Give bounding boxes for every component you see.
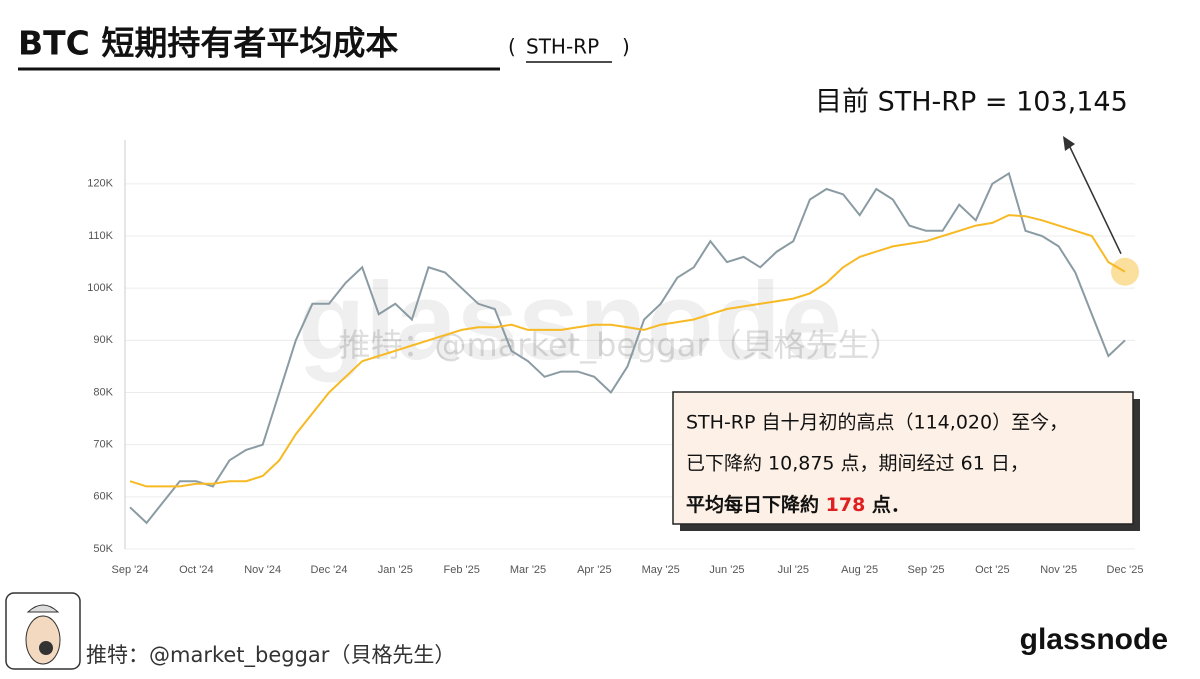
paren: ) [622,35,630,59]
paren: ( [508,35,516,59]
footer-credit: 推特：@market_beggar（貝格先生） [86,643,455,668]
x-tick-label: Feb '25 [443,564,479,576]
x-tick-label: Aug '25 [841,564,878,576]
chart-subtitle: STH-RP [526,35,599,59]
x-tick-label: Dec '25 [1107,564,1144,576]
mascot-body [25,615,61,665]
footer-brand: glassnode [1020,623,1168,656]
arrow-head [1063,136,1075,151]
mascot-hat [26,604,60,613]
x-tick-label: Jan '25 [378,564,413,576]
series-line [129,214,1126,488]
x-tick-label: Jun '25 [709,564,744,576]
y-tick-label: 60K [93,491,113,503]
x-tick-label: Apr '25 [577,564,612,576]
chart-title: BTC 短期持有者平均成本 [18,24,398,63]
current-annotation: 目前 STH-RP = 103,145 [815,87,1128,118]
x-tick-label: Sep '25 [908,564,945,576]
arrow-line [1067,142,1122,255]
y-tick-label: 80K [93,386,113,398]
callout-text: STH-RP 自十月初的高点（114,020）至今， [686,412,1068,434]
y-tick-label: 90K [93,334,113,346]
mascot [5,592,81,670]
x-tick-label: Mar '25 [510,564,546,576]
watermark: glassnode [298,260,842,383]
x-tick-label: May '25 [642,564,680,576]
plot: 50K 60K 70K 80K 90K 100K 110K 120K Sep '24 Oct '2… [87,140,1143,576]
x-tick-label: Sep '24 [112,564,149,576]
y-tick-label: 50K [93,543,113,555]
callout-text: 点． [865,494,910,516]
y-tick-label: 100K [87,282,113,294]
y-tick-label: 120K [87,178,113,190]
mascot-ball [39,641,53,655]
x-tick-label: Nov '24 [244,564,281,576]
callout-text: 平均每日下降約 [686,493,826,516]
callout-text: 平均每日下降約 178 点． [686,493,910,516]
y-tick-label: 70K [93,439,113,451]
watermark: 推特：@market_beggar（貝格先生） [339,326,902,364]
callout-highlight: 178 [826,494,866,516]
x-tick-label: Oct '25 [975,564,1010,576]
x-tick-label: Dec '24 [311,564,348,576]
callout: STH-RP 自十月初的高点（114,020）至今， 已下降約 10,875 点… [672,391,1140,531]
callout-box [672,391,1134,525]
y-tick-label: 110K [88,230,114,242]
x-tick-label: Jul '25 [778,564,809,576]
highlight [1111,257,1139,286]
series-line [129,171,1126,525]
x-tick-label: Nov '25 [1040,564,1077,576]
callout-text: 已下降約 10,875 点，期间经过 61 日， [686,453,1029,475]
x-tick-label: Oct '24 [179,564,214,576]
